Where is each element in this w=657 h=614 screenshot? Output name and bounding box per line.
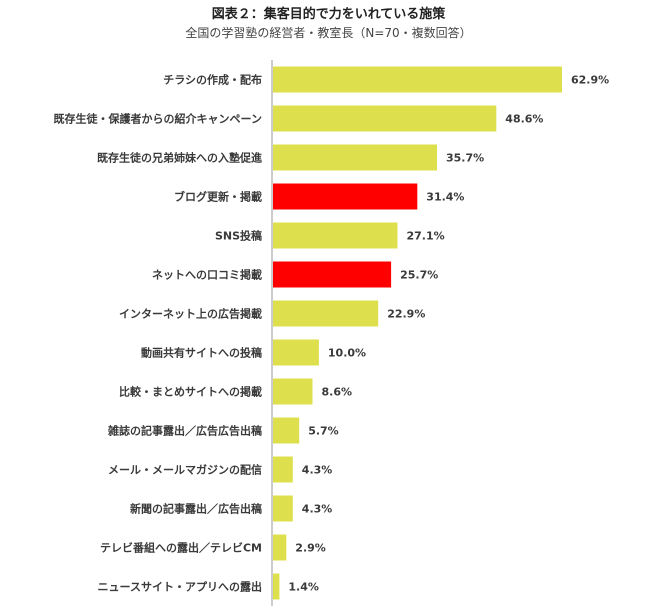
bars-layer: チラシの作成・配布 62.9% 既存生徒・保護者からの紹介キャンペーン 48.6% 既存… bbox=[54, 66, 609, 600]
category-label: テレビ番組への露出／テレビCM bbox=[100, 541, 262, 555]
value-label: 31.4% bbox=[426, 191, 464, 204]
highlighted-bar bbox=[273, 183, 418, 210]
value-label: 27.1% bbox=[407, 230, 445, 243]
category-label: 既存生徒の兄弟姉妹への入塾促進 bbox=[97, 151, 263, 165]
category-label: メール・メールマガジンの配信 bbox=[108, 463, 262, 477]
bar bbox=[273, 417, 300, 444]
value-label: 1.4% bbox=[288, 581, 319, 594]
chart-title: 図表２：集客目的で力をいれている施策 bbox=[211, 7, 446, 22]
bar bbox=[273, 300, 379, 327]
chart-subtitle: 全国の学習塾の経営者・教室長（N=70・複数回答） bbox=[185, 26, 472, 40]
bar bbox=[273, 66, 562, 93]
value-label: 4.3% bbox=[302, 464, 333, 477]
category-label: 新聞の記事露出／広告出稿 bbox=[130, 502, 262, 516]
category-label: 既存生徒・保護者からの紹介キャンペーン bbox=[54, 112, 262, 126]
value-label: 4.3% bbox=[302, 503, 333, 516]
category-label: 動画共有サイトへの投稿 bbox=[141, 346, 262, 360]
category-label: ニュースサイト・アプリへの露出 bbox=[98, 580, 262, 594]
bar bbox=[273, 222, 398, 249]
bar bbox=[273, 456, 293, 483]
category-label: インターネット上の広告掲載 bbox=[119, 307, 262, 321]
bar bbox=[273, 339, 319, 366]
category-label: チラシの作成・配布 bbox=[163, 73, 262, 87]
bar bbox=[273, 573, 280, 600]
value-label: 10.0% bbox=[328, 347, 366, 360]
value-label: 62.9% bbox=[571, 74, 609, 87]
bar bbox=[273, 105, 497, 132]
value-label: 8.6% bbox=[322, 386, 353, 399]
bar bbox=[273, 495, 293, 522]
category-label: 雑誌の記事露出／広告広告出稿 bbox=[107, 424, 262, 438]
value-label: 2.9% bbox=[295, 542, 326, 555]
bar bbox=[273, 144, 437, 171]
value-label: 5.7% bbox=[308, 425, 339, 438]
category-label: 比較・まとめサイトへの掲載 bbox=[119, 385, 262, 399]
category-label: SNS投稿 bbox=[215, 229, 262, 243]
bar bbox=[273, 534, 287, 561]
bar bbox=[273, 378, 313, 405]
value-label: 22.9% bbox=[387, 308, 425, 321]
category-label: ブログ更新・掲載 bbox=[174, 190, 262, 204]
highlighted-bar bbox=[273, 261, 392, 288]
value-label: 35.7% bbox=[446, 152, 484, 165]
category-label: ネットへの口コミ掲載 bbox=[152, 268, 262, 282]
value-label: 25.7% bbox=[400, 269, 438, 282]
value-label: 48.6% bbox=[505, 113, 543, 126]
